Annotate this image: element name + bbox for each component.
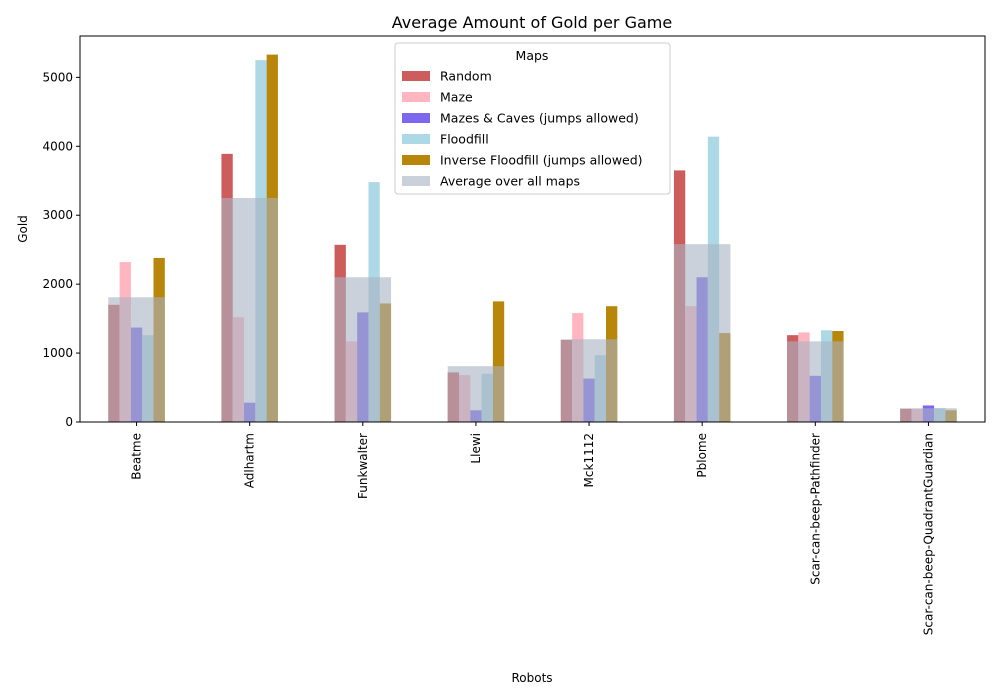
bar-average-2 [334, 277, 392, 422]
legend-label: Random [440, 69, 492, 84]
legend-swatch [402, 92, 430, 102]
legend-label: Average over all maps [440, 174, 580, 189]
legend-frame [394, 42, 671, 195]
legend-label: Mazes & Caves (jumps allowed) [440, 111, 639, 126]
legend-swatch [402, 155, 430, 165]
y-tick-label: 1000 [42, 346, 73, 360]
legend: Maps Random Maze Mazes & Caves (jumps allo… [394, 42, 671, 195]
bar-average-5 [673, 244, 731, 422]
legend-swatch [402, 113, 430, 123]
bar-inverse-floodfill-jumps-allowed--3 [492, 301, 505, 423]
x-tick-label: Beatme [130, 433, 144, 480]
legend-swatch [402, 134, 430, 144]
legend-swatch [402, 176, 430, 186]
legend-label: Inverse Floodfill (jumps allowed) [440, 153, 643, 168]
bar-average-1 [221, 197, 278, 422]
x-tick-label: Funkwalter [356, 433, 370, 499]
plot-frame [79, 35, 986, 423]
y-tick-label: 3000 [42, 208, 73, 222]
legend-label: Maze [440, 90, 473, 105]
y-tick-label: 4000 [42, 139, 73, 153]
x-axis-label: Robots [511, 671, 552, 685]
bar-average-6 [787, 341, 844, 422]
average-bars [108, 197, 957, 422]
legend-label: Floodfill [440, 132, 489, 147]
x-tick-label: Mck1112 [582, 433, 596, 487]
bar-average-3 [447, 366, 505, 422]
y-tick-label: 0 [65, 415, 73, 429]
y-axis: 0 1000 2000 3000 4000 5000 [42, 70, 80, 429]
bar-average-0 [108, 297, 165, 422]
y-axis-label: Gold [16, 215, 30, 243]
legend-swatch [402, 71, 430, 81]
y-tick-label: 5000 [42, 70, 73, 84]
bar-average-7 [900, 408, 957, 422]
x-tick-label: Scar-can-beep-Pathfinder [808, 433, 822, 585]
x-tick-label: Pblome [695, 433, 709, 478]
y-tick-label: 2000 [42, 277, 73, 291]
bar-average-4 [560, 339, 618, 422]
x-axis: Beatme Adlhartm Funkwalter Llewi Mck1112 Pblo… [130, 422, 935, 635]
x-tick-label: Adlhartm [243, 433, 257, 488]
legend-title: Maps [516, 48, 549, 63]
x-tick-label: Llewi [469, 433, 483, 464]
x-tick-label: Scar-can-beep-QuadrantGuardian [921, 433, 935, 635]
chart-title: Average Amount of Gold per Game [392, 13, 672, 32]
